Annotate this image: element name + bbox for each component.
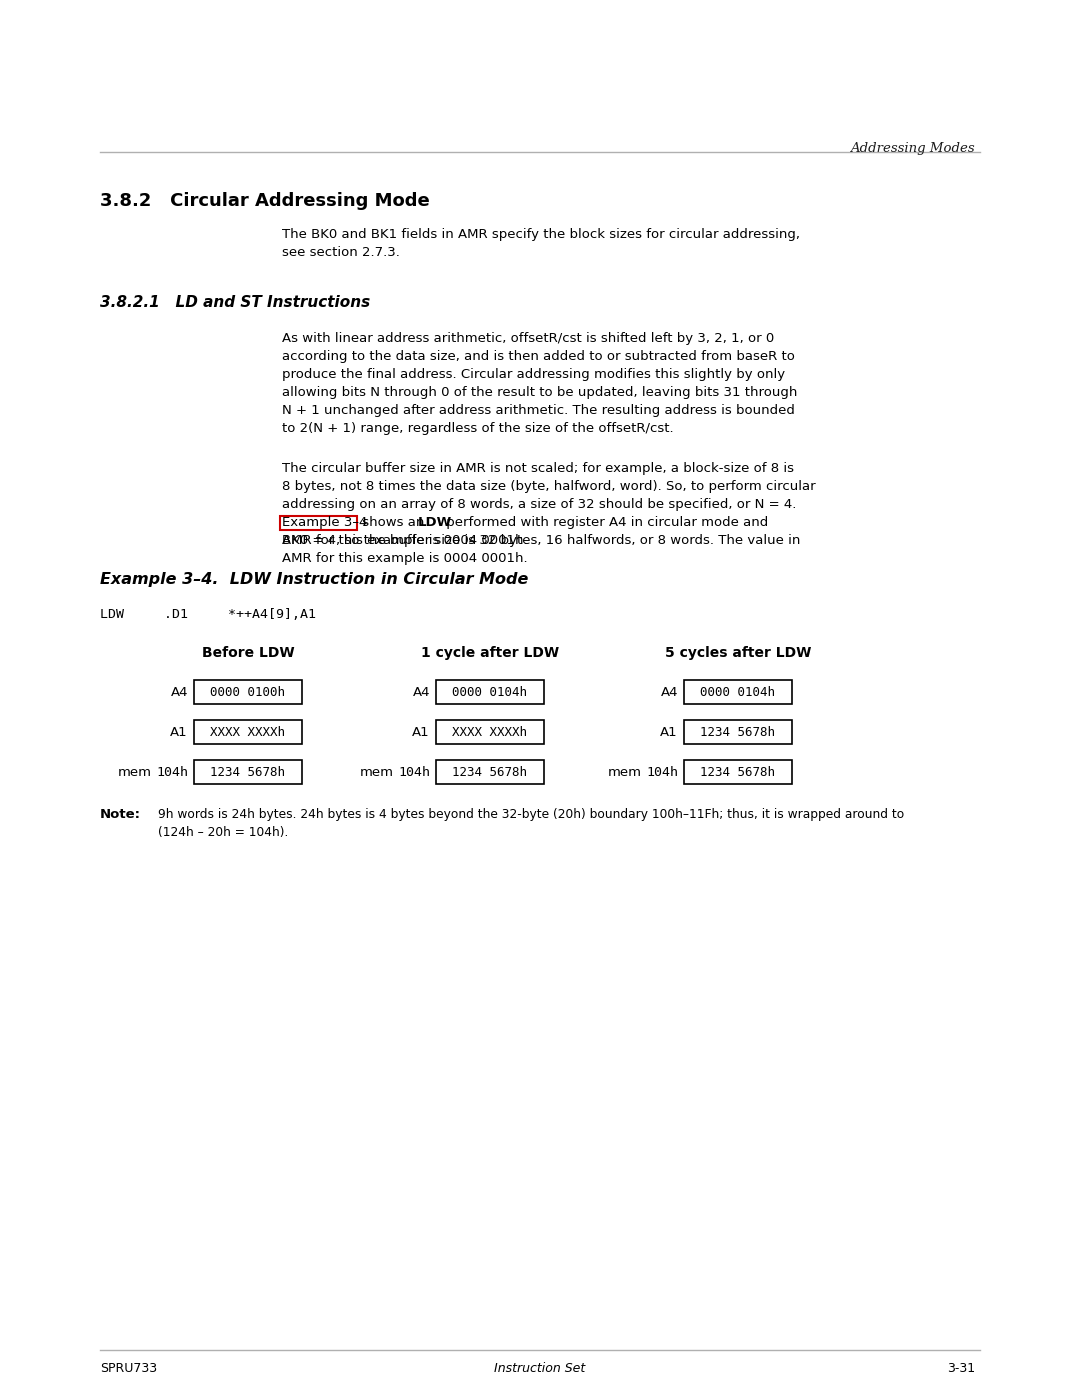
Bar [436, 760, 544, 784]
Text: Note:: Note: [100, 807, 141, 821]
Text: 0000 0104h: 0000 0104h [453, 686, 527, 698]
Text: see section 2.7.3.: see section 2.7.3. [282, 246, 400, 258]
Text: Instruction Set: Instruction Set [495, 1362, 585, 1375]
Bar [436, 719, 544, 745]
Bar [194, 680, 302, 704]
Bar [436, 680, 544, 704]
Text: XXXX XXXXh: XXXX XXXXh [453, 725, 527, 739]
Text: Example 3–4.  LDW Instruction in Circular Mode: Example 3–4. LDW Instruction in Circular… [100, 571, 528, 587]
Text: 5 cycles after LDW: 5 cycles after LDW [665, 645, 811, 659]
Text: LDW: LDW [418, 515, 453, 529]
Text: A1: A1 [660, 725, 678, 739]
Text: 9h words is 24h bytes. 24h bytes is 4 bytes beyond the 32-byte (20h) boundary 10: 9h words is 24h bytes. 24h bytes is 4 by… [158, 807, 904, 821]
Text: 3-31: 3-31 [947, 1362, 975, 1375]
Text: according to the data size, and is then added to or subtracted from baseR to: according to the data size, and is then … [282, 351, 795, 363]
Text: 1 cycle after LDW: 1 cycle after LDW [421, 645, 559, 659]
Text: The BK0 and BK1 fields in AMR specify the block sizes for circular addressing,: The BK0 and BK1 fields in AMR specify th… [282, 228, 800, 242]
Text: 1234 5678h: 1234 5678h [453, 766, 527, 778]
Text: Before LDW: Before LDW [202, 645, 295, 659]
Text: mem: mem [608, 766, 642, 778]
Text: LDW     .D1     *++A4[9],A1: LDW .D1 *++A4[9],A1 [100, 608, 316, 622]
Bar [684, 719, 792, 745]
Text: As with linear address arithmetic, offsetR/cst is shifted left by 3, 2, 1, or 0: As with linear address arithmetic, offse… [282, 332, 774, 345]
Text: 1234 5678h: 1234 5678h [701, 725, 775, 739]
Text: AMR for this example is 0004 0001h.: AMR for this example is 0004 0001h. [282, 552, 528, 564]
Text: The circular buffer size in AMR is not scaled; for example, a block-size of 8 is: The circular buffer size in AMR is not s… [282, 462, 794, 475]
Text: 1234 5678h: 1234 5678h [701, 766, 775, 778]
Text: A4: A4 [661, 686, 678, 698]
Text: A1: A1 [171, 725, 188, 739]
Text: mem: mem [118, 766, 152, 778]
Bar [280, 515, 357, 529]
Text: Addressing Modes: Addressing Modes [850, 142, 975, 155]
Text: AMR for this example is 0004 0001h.: AMR for this example is 0004 0001h. [282, 534, 528, 548]
Text: (124h – 20h = 104h).: (124h – 20h = 104h). [158, 826, 288, 840]
Text: 3.8.2.1   LD and ST Instructions: 3.8.2.1 LD and ST Instructions [100, 295, 370, 310]
Text: N + 1 unchanged after address arithmetic. The resulting address is bounded: N + 1 unchanged after address arithmetic… [282, 404, 795, 416]
Text: XXXX XXXXh: XXXX XXXXh [211, 725, 285, 739]
Text: 104h: 104h [156, 766, 188, 778]
Text: A1: A1 [413, 725, 430, 739]
Bar [684, 760, 792, 784]
Text: to 2(N + 1) range, regardless of the size of the offsetR/cst.: to 2(N + 1) range, regardless of the siz… [282, 422, 674, 434]
Text: 8 bytes, not 8 times the data size (byte, halfword, word). So, to perform circul: 8 bytes, not 8 times the data size (byte… [282, 481, 815, 493]
Text: BK0 = 4, so the buffer size is 32 bytes, 16 halfwords, or 8 words. The value in: BK0 = 4, so the buffer size is 32 bytes,… [282, 534, 800, 548]
Text: 1234 5678h: 1234 5678h [211, 766, 285, 778]
Text: performed with register A4 in circular mode and: performed with register A4 in circular m… [442, 515, 768, 529]
Text: A4: A4 [171, 686, 188, 698]
Text: 0000 0100h: 0000 0100h [211, 686, 285, 698]
Text: shows an: shows an [357, 515, 429, 529]
Bar [194, 760, 302, 784]
Text: A4: A4 [413, 686, 430, 698]
Bar [684, 680, 792, 704]
Bar [194, 719, 302, 745]
Text: mem: mem [360, 766, 394, 778]
Text: 3.8.2   Circular Addressing Mode: 3.8.2 Circular Addressing Mode [100, 191, 430, 210]
Text: 104h: 104h [646, 766, 678, 778]
Text: 0000 0104h: 0000 0104h [701, 686, 775, 698]
Text: 104h: 104h [399, 766, 430, 778]
Text: SPRU733: SPRU733 [100, 1362, 157, 1375]
Text: addressing on an array of 8 words, a size of 32 should be specified, or N = 4.: addressing on an array of 8 words, a siz… [282, 497, 796, 511]
Text: produce the final address. Circular addressing modifies this slightly by only: produce the final address. Circular addr… [282, 367, 785, 381]
Text: Example 3–4: Example 3–4 [282, 515, 367, 529]
Text: allowing bits N through 0 of the result to be updated, leaving bits 31 through: allowing bits N through 0 of the result … [282, 386, 797, 400]
